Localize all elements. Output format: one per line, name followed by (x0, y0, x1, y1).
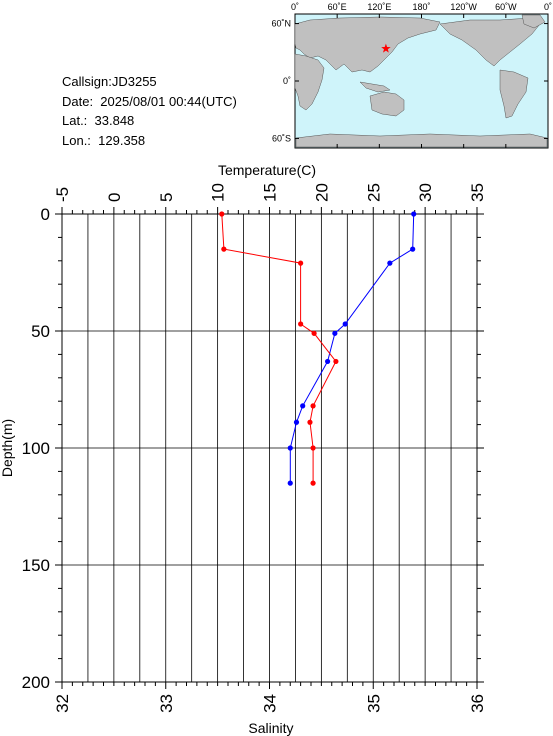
australia-landmass (369, 91, 405, 117)
depth-tick-labels: 0 50 100 150 200 (22, 205, 50, 692)
station-star-marker (381, 43, 391, 53)
temperature-data-point (411, 211, 417, 217)
salinity-data-point (311, 330, 317, 336)
map-latitude-label: 60˚S (272, 133, 291, 143)
temperature-tick-labels: -5 0 5 10 15 20 25 30 35 (53, 183, 487, 202)
temperature-data-point (287, 445, 293, 451)
salinity-tick-label: 35 (364, 694, 383, 713)
temperature-tick-label: 35 (468, 183, 487, 202)
temperature-tick-label: 10 (209, 183, 228, 202)
axis-ticks (55, 207, 484, 689)
map-longitude-label: 120˚E (367, 2, 391, 12)
depth-tick-label: 100 (22, 439, 50, 458)
salinity-axis-title: Salinity (248, 720, 293, 736)
temperature-data-point (300, 403, 306, 409)
depth-tick-label: 50 (31, 322, 50, 341)
salinity-data-point (221, 246, 227, 252)
depth-tick-label: 200 (22, 673, 50, 692)
station-info: Callsign:JD3255 Date: 2025/08/01 00:44(U… (62, 72, 237, 150)
temperature-data-point (387, 260, 393, 266)
map-latitude-label: 60˚N (271, 19, 291, 29)
map-longitude-label: 180˚ (412, 2, 430, 12)
temperature-tick-label: 30 (416, 183, 435, 202)
map-longitude-label: 0˚ (544, 2, 552, 12)
longitude-label: Lon.: 129.358 (62, 132, 146, 148)
indonesia-landmass (359, 81, 391, 93)
salinity-tick-label: 33 (157, 694, 176, 713)
profile-plot: -5 0 5 10 15 20 25 30 35 32 33 34 35 36 050100150200… (0, 162, 487, 736)
grid-lines (61, 213, 478, 683)
north-america-landmass (439, 17, 541, 67)
data-series (219, 211, 417, 486)
salinity-data-point (307, 419, 313, 425)
temperature-tick-label: 15 (261, 183, 280, 202)
temperature-axis-title: Temperature(C) (218, 162, 316, 178)
south-america-landmass (499, 69, 529, 119)
salinity-tick-label: 32 (53, 694, 72, 713)
salinity-tick-labels: 32 33 34 35 36 (53, 694, 487, 713)
salinity-tick-label: 36 (468, 694, 487, 713)
depth-axis-title: Depth(m) (0, 419, 15, 477)
temperature-data-point (332, 330, 338, 336)
map-tick-marks (294, 14, 549, 148)
latitude-label: Lat.: 33.848 (62, 113, 135, 128)
depth-tick-label: 0 (41, 205, 50, 224)
temperature-tick-label: 20 (312, 183, 331, 202)
map-longitude-label: 60˚W (495, 2, 517, 12)
salinity-tick-label: 34 (261, 694, 280, 713)
map-longitude-label: 120˚W (450, 2, 477, 12)
salinity-data-point (298, 260, 304, 266)
salinity-data-point (333, 358, 339, 365)
map-latitude-label: 0˚ (283, 76, 291, 86)
temperature-data-point (287, 480, 293, 486)
temperature-data-point (293, 419, 300, 425)
callsign-label: Callsign:JD3255 (62, 74, 157, 89)
map-longitude-labels: 0˚ 60˚E 120˚E 180˚ 120˚W 60˚W 0˚ (291, 2, 552, 12)
salinity-data-point (310, 480, 316, 486)
salinity-profile-line (221, 213, 337, 484)
salinity-data-point (298, 321, 304, 327)
temperature-tick-label: 5 (157, 193, 176, 202)
location-map: 0˚ 60˚E 120˚E 180˚ 120˚W 60˚W 0˚ 60˚N0˚60˚S (271, 2, 552, 149)
temperature-data-point (410, 246, 416, 252)
station-marker (381, 43, 391, 53)
eurasia-landmass (294, 16, 441, 73)
salinity-data-point (310, 445, 316, 451)
temperature-tick-label: -5 (53, 187, 72, 202)
temperature-tick-label: 0 (105, 193, 124, 202)
africa-landmass (294, 53, 325, 111)
temperature-data-point (342, 321, 348, 327)
temperature-data-point (325, 358, 331, 365)
temperature-profile-line (289, 213, 415, 484)
greenland-landmass (521, 14, 546, 29)
map-longitude-label: 60˚E (328, 2, 347, 12)
salinity-data-point (219, 211, 225, 217)
salinity-data-point (310, 403, 316, 409)
map-latitude-labels: 60˚N 0˚ 60˚S (271, 19, 291, 144)
map-longitude-label: 0˚ (291, 2, 299, 12)
depth-tick-label: 150 (22, 556, 50, 575)
date-label: Date: 2025/08/01 00:44(UTC) (62, 93, 237, 109)
map-land (294, 14, 548, 148)
temperature-tick-label: 25 (364, 183, 383, 202)
